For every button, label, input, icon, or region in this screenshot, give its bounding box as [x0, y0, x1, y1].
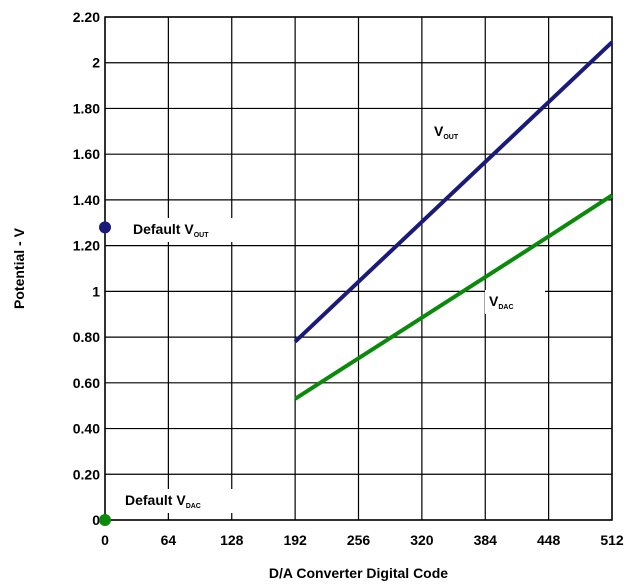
grid [104, 16, 613, 521]
svg-text:VOUT: VOUT [434, 123, 459, 141]
y-tick-label: 1 [92, 283, 100, 299]
x-tick-label: 64 [161, 532, 177, 548]
x-tick-label: 384 [474, 532, 498, 548]
x-axis-title: D/A Converter Digital Code [269, 565, 448, 581]
x-tick-label: 256 [347, 532, 371, 548]
labels: VOUT VDAC Default VOUT Default VDAC [121, 120, 545, 513]
y-tick-label: 0.60 [73, 375, 100, 391]
y-tick-label: 1.40 [73, 192, 100, 208]
x-tick-label: 448 [537, 532, 561, 548]
x-tick-label: 192 [283, 532, 307, 548]
series-label-vout: VOUT [430, 120, 482, 144]
y-tick-label: 0.40 [73, 421, 100, 437]
svg-text:Default VDAC: Default VDAC [125, 492, 201, 510]
x-tick-label: 320 [410, 532, 434, 548]
points [99, 221, 111, 526]
y-tick-labels: 0 0.20 0.40 0.60 0.80 1 1.20 1.40 1.60 1.80 2 2.20 [73, 9, 100, 528]
x-tick-labels: 0 64 128 192 256 320 384 448 512 [101, 532, 624, 548]
x-tick-label: 512 [600, 532, 624, 548]
y-tick-label: 1.20 [73, 238, 100, 254]
plot-frame [104, 16, 613, 521]
series [293, 40, 614, 401]
default-label-vout: Default VOUT [129, 218, 245, 242]
y-axis-title: Potential - V [11, 227, 27, 309]
y-tick-label: 0.80 [73, 329, 100, 345]
series-line-out [293, 40, 614, 344]
x-tick-label: 0 [101, 532, 109, 548]
series-label-vdac: VDAC [485, 290, 545, 314]
x-tick-label: 128 [220, 532, 244, 548]
series-line-dac [294, 193, 614, 401]
y-tick-label: 2 [92, 55, 100, 71]
y-tick-label: 1.60 [73, 146, 100, 162]
default-label-vdac: Default VDAC [121, 489, 235, 513]
y-tick-label: 2.20 [73, 9, 100, 25]
y-tick-label: 1.80 [73, 100, 100, 116]
y-tick-label: 0 [92, 512, 100, 528]
default-point-out [99, 221, 111, 234]
y-tick-label: 0.20 [73, 466, 100, 482]
svg-text:Default VOUT: Default VOUT [133, 221, 209, 239]
svg-text:VDAC: VDAC [489, 293, 514, 311]
default-point-dac [99, 514, 111, 526]
